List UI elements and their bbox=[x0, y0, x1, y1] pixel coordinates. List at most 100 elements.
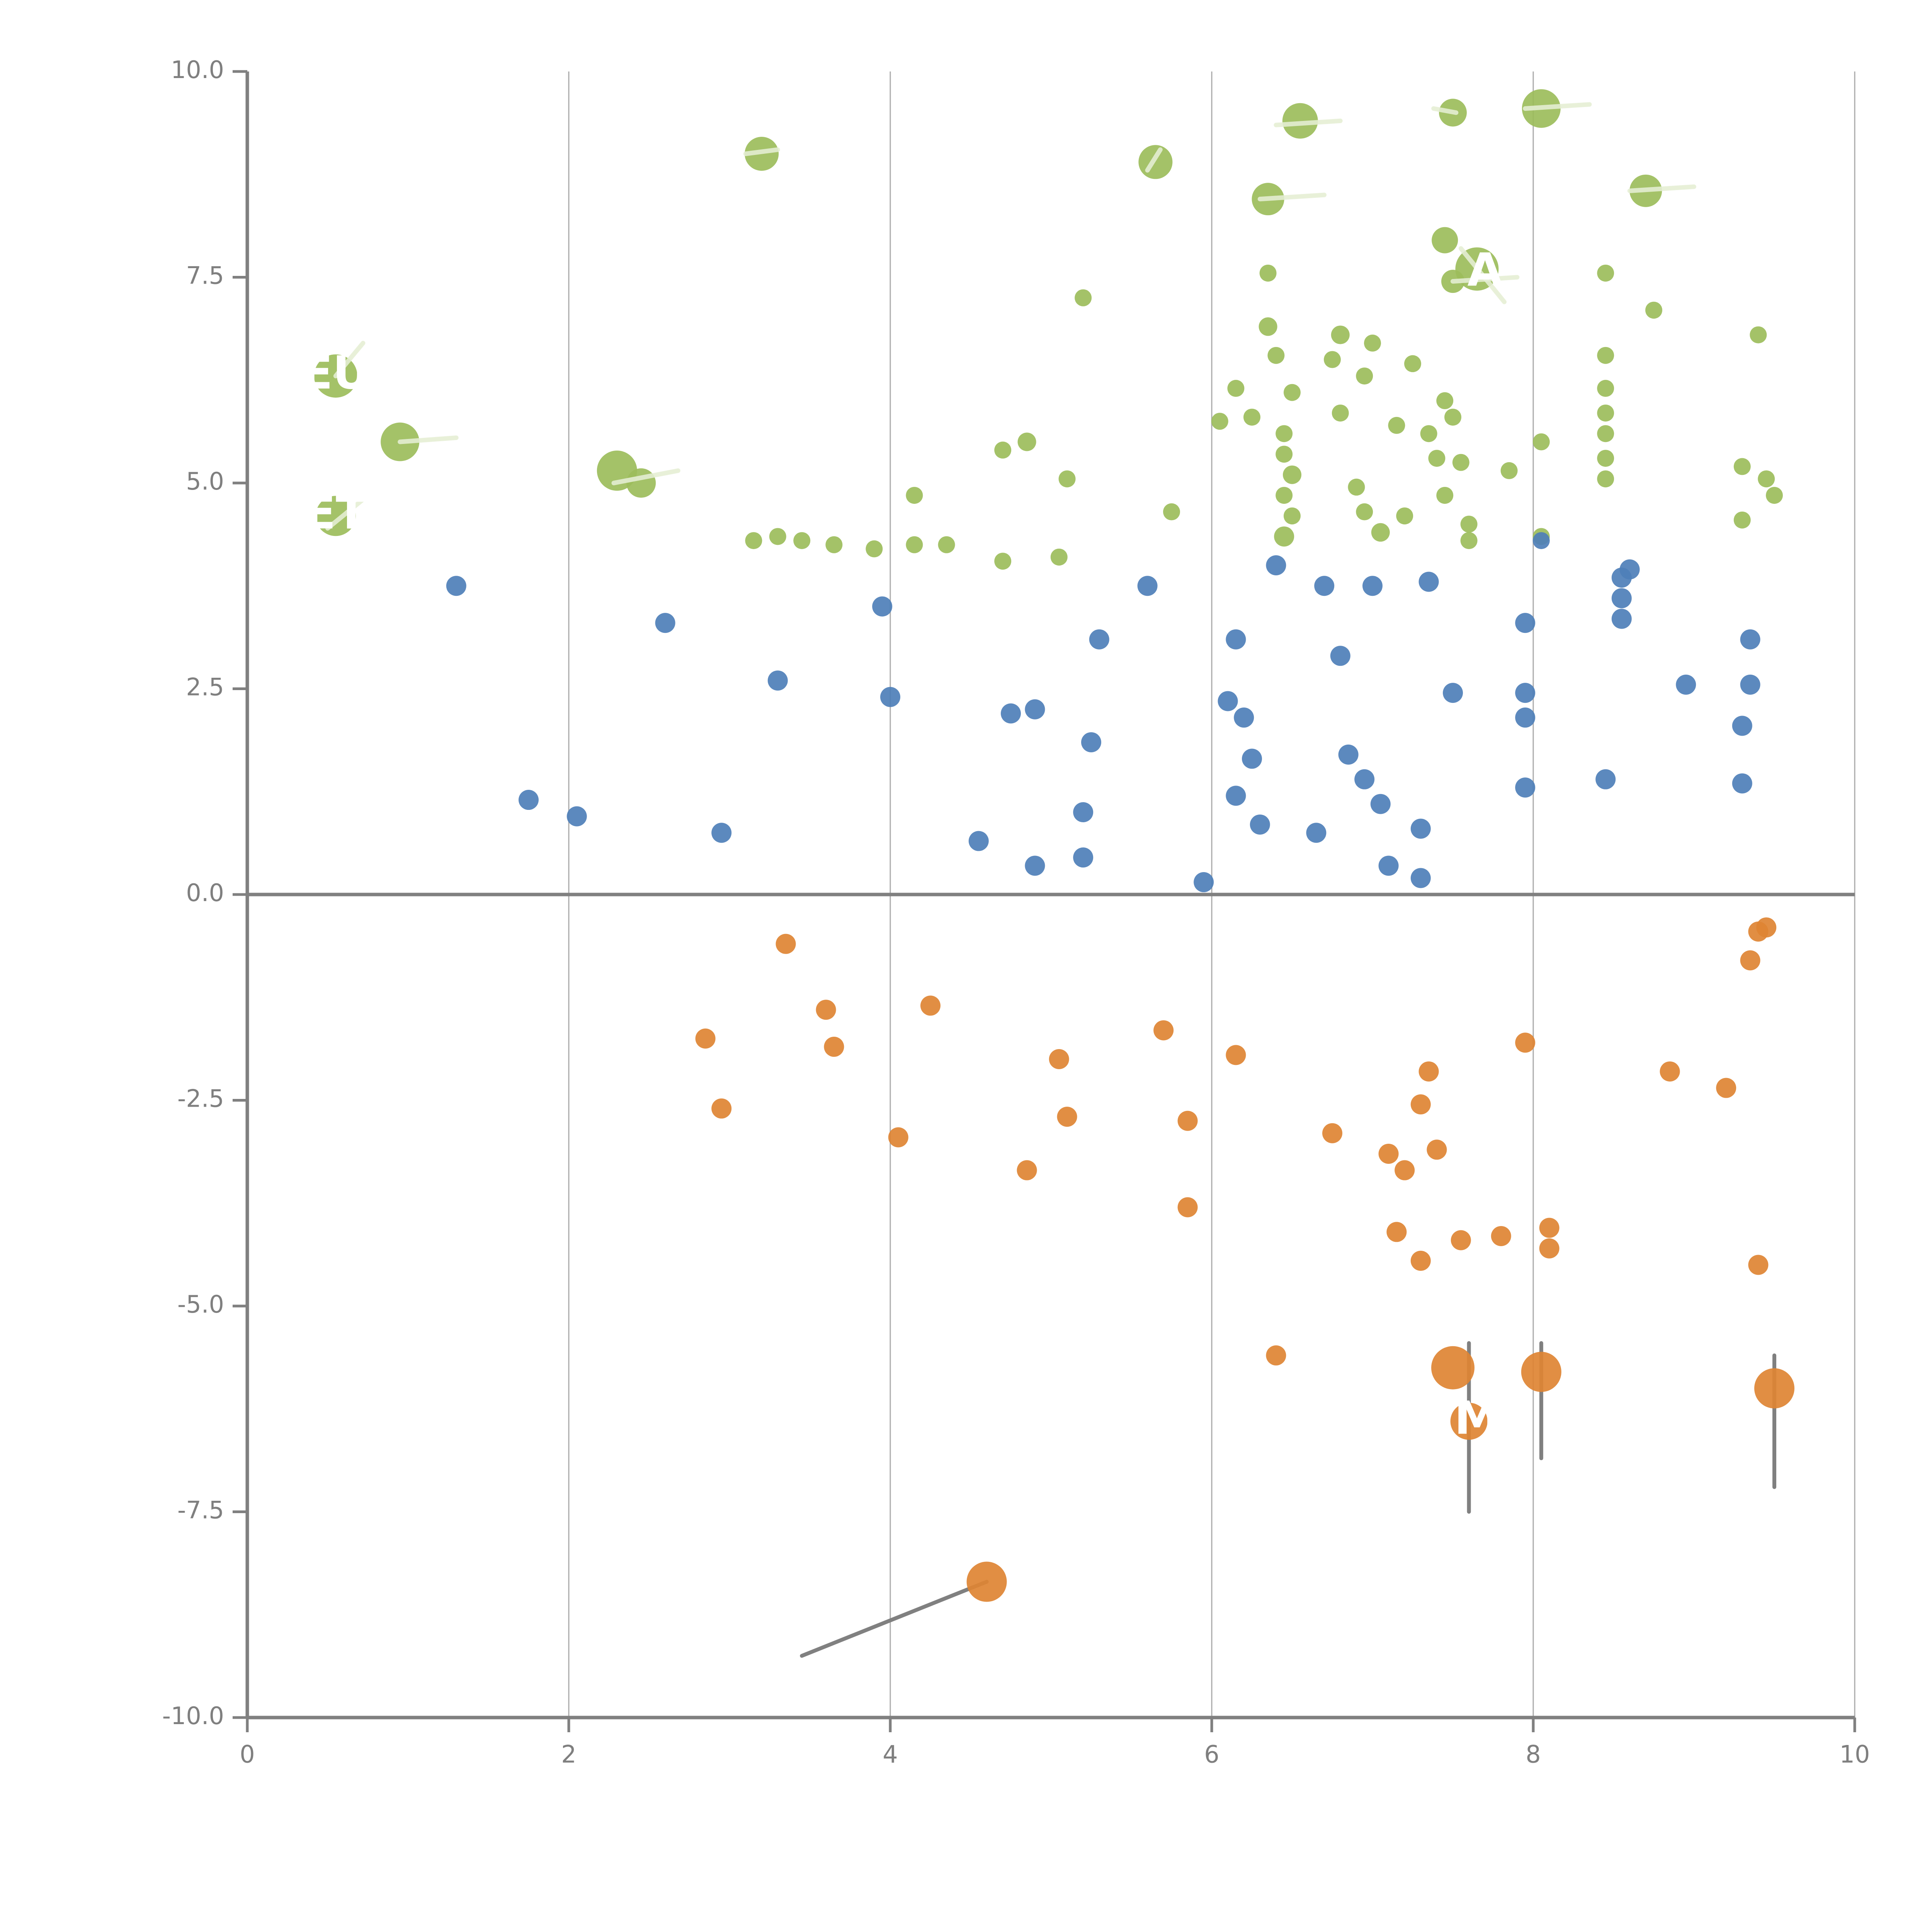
scatter-point-orange[interactable] bbox=[1521, 1352, 1561, 1392]
scatter-point-blue[interactable] bbox=[566, 806, 587, 827]
scatter-point-green[interactable] bbox=[1211, 413, 1228, 430]
scatter-point-orange[interactable] bbox=[1427, 1139, 1447, 1160]
scatter-point-green[interactable] bbox=[1138, 145, 1173, 179]
scatter-point-orange[interactable] bbox=[1491, 1226, 1511, 1246]
scatter-point-blue[interactable] bbox=[1362, 576, 1383, 596]
scatter-point-green[interactable] bbox=[1243, 408, 1260, 426]
scatter-point-green[interactable] bbox=[1766, 486, 1783, 504]
scatter-point-blue[interactable] bbox=[1418, 571, 1439, 592]
scatter-point-blue[interactable] bbox=[1266, 555, 1286, 575]
scatter-point-blue[interactable] bbox=[1025, 855, 1045, 876]
scatter-point-green[interactable] bbox=[994, 441, 1012, 459]
scatter-point-blue[interactable] bbox=[1443, 683, 1463, 703]
scatter-point-blue[interactable] bbox=[1532, 532, 1550, 549]
scatter-point-green[interactable] bbox=[1597, 380, 1614, 397]
scatter-point-orange[interactable] bbox=[920, 995, 940, 1016]
scatter-point-green[interactable] bbox=[1332, 404, 1349, 422]
scatter-point-blue[interactable] bbox=[711, 823, 732, 843]
scatter-point-green[interactable] bbox=[1428, 450, 1446, 467]
scatter-point-blue[interactable] bbox=[1073, 847, 1094, 868]
scatter-point-green[interactable] bbox=[1733, 511, 1751, 529]
scatter-point-blue[interactable] bbox=[1410, 818, 1431, 839]
scatter-point-green[interactable] bbox=[1356, 367, 1373, 385]
scatter-point-green[interactable] bbox=[1597, 264, 1614, 282]
scatter-point-orange[interactable] bbox=[1410, 1250, 1431, 1271]
scatter-point-orange[interactable] bbox=[1451, 1230, 1471, 1250]
scatter-point-orange[interactable] bbox=[1539, 1238, 1560, 1259]
scatter-point-blue[interactable] bbox=[1515, 707, 1536, 728]
scatter-point-blue[interactable] bbox=[1314, 576, 1335, 596]
scatter-point-orange[interactable] bbox=[1660, 1061, 1680, 1082]
scatter-point-orange[interactable] bbox=[1017, 1160, 1037, 1180]
scatter-point-green[interactable] bbox=[1460, 532, 1478, 549]
scatter-point-blue[interactable] bbox=[519, 790, 539, 810]
scatter-point-orange[interactable] bbox=[824, 1037, 844, 1057]
scatter-point-blue[interactable] bbox=[1242, 748, 1262, 769]
scatter-point-orange[interactable] bbox=[1177, 1197, 1198, 1218]
scatter-point-green[interactable] bbox=[1436, 486, 1454, 504]
scatter-point-orange[interactable] bbox=[695, 1028, 716, 1049]
scatter-point-orange[interactable] bbox=[1378, 1143, 1399, 1164]
scatter-point-green[interactable] bbox=[1364, 334, 1381, 352]
scatter-point-green[interactable] bbox=[906, 536, 923, 553]
scatter-point-blue[interactable] bbox=[1515, 683, 1536, 703]
scatter-point-blue[interactable] bbox=[1330, 646, 1350, 666]
scatter-point-blue[interactable] bbox=[1611, 588, 1632, 609]
scatter-point-green[interactable] bbox=[769, 528, 786, 545]
scatter-point-blue[interactable] bbox=[1338, 744, 1359, 765]
scatter-point-green[interactable] bbox=[1532, 433, 1550, 451]
scatter-point-blue[interactable] bbox=[1515, 613, 1536, 633]
scatter-point-green[interactable] bbox=[1284, 384, 1301, 401]
scatter-point-blue[interactable] bbox=[1250, 814, 1270, 835]
scatter-point-orange[interactable] bbox=[966, 1561, 1007, 1602]
scatter-point-green[interactable] bbox=[1284, 507, 1301, 525]
scatter-point-green[interactable] bbox=[1452, 454, 1469, 471]
scatter-point-blue[interactable] bbox=[1611, 609, 1632, 629]
scatter-point-blue[interactable] bbox=[1306, 823, 1327, 843]
scatter-point-green[interactable] bbox=[906, 486, 923, 504]
scatter-point-green[interactable] bbox=[1420, 425, 1437, 442]
scatter-point-orange[interactable] bbox=[1418, 1061, 1439, 1082]
scatter-point-orange[interactable] bbox=[776, 934, 796, 954]
scatter-point-blue[interactable] bbox=[1515, 777, 1536, 798]
scatter-point-green[interactable] bbox=[1227, 380, 1245, 397]
scatter-point-green[interactable] bbox=[1324, 351, 1341, 368]
scatter-point-green[interactable] bbox=[1436, 392, 1454, 409]
scatter-point-green[interactable] bbox=[1259, 317, 1277, 336]
scatter-point-blue[interactable] bbox=[1354, 769, 1375, 789]
scatter-point-blue[interactable] bbox=[1001, 703, 1021, 724]
scatter-point-green[interactable] bbox=[866, 540, 883, 558]
scatter-point-blue[interactable] bbox=[1234, 707, 1254, 728]
scatter-point-green[interactable] bbox=[1276, 446, 1293, 463]
scatter-point-green[interactable] bbox=[626, 468, 656, 498]
scatter-point-green[interactable] bbox=[1050, 548, 1068, 566]
scatter-point-orange[interactable] bbox=[711, 1098, 732, 1119]
scatter-point-blue[interactable] bbox=[1370, 794, 1391, 814]
scatter-point-orange[interactable] bbox=[1748, 1255, 1769, 1275]
scatter-point-orange[interactable] bbox=[888, 1127, 908, 1148]
scatter-point-blue[interactable] bbox=[1676, 674, 1696, 695]
scatter-point-blue[interactable] bbox=[767, 670, 788, 691]
scatter-point-green[interactable] bbox=[1432, 227, 1458, 253]
scatter-point-orange[interactable] bbox=[1754, 1368, 1794, 1408]
scatter-point-green[interactable] bbox=[1758, 470, 1775, 488]
scatter-point-blue[interactable] bbox=[1740, 629, 1760, 650]
scatter-point-orange[interactable] bbox=[1410, 1094, 1431, 1115]
scatter-point-orange[interactable] bbox=[1322, 1123, 1342, 1143]
scatter-point-green[interactable] bbox=[1597, 450, 1614, 467]
scatter-point-green[interactable] bbox=[1733, 458, 1751, 475]
scatter-point-orange[interactable] bbox=[816, 1000, 836, 1020]
scatter-point-blue[interactable] bbox=[1595, 769, 1616, 789]
scatter-point-blue[interactable] bbox=[1194, 872, 1214, 893]
scatter-point-blue[interactable] bbox=[1137, 576, 1158, 596]
scatter-point-green[interactable] bbox=[1597, 404, 1614, 422]
scatter-point-orange[interactable] bbox=[1450, 1403, 1488, 1440]
scatter-point-green[interactable] bbox=[1276, 425, 1293, 442]
scatter-point-green[interactable] bbox=[1500, 462, 1518, 480]
scatter-point-green[interactable] bbox=[1444, 408, 1461, 426]
scatter-point-green[interactable] bbox=[1276, 486, 1293, 504]
scatter-point-orange[interactable] bbox=[1177, 1111, 1198, 1131]
scatter-point-blue[interactable] bbox=[880, 687, 900, 707]
scatter-point-orange[interactable] bbox=[1431, 1346, 1475, 1389]
scatter-point-orange[interactable] bbox=[1716, 1078, 1736, 1098]
